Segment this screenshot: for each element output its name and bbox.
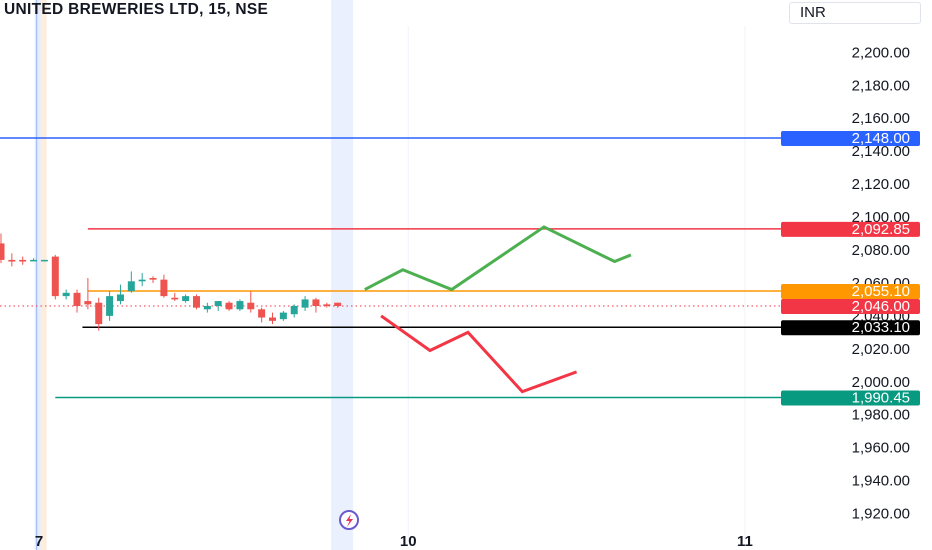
candle-body [182, 296, 190, 302]
price-tag [781, 131, 920, 146]
session-band [331, 0, 354, 550]
session-band [34, 0, 41, 550]
time-axis: 7 10 11 [35, 533, 753, 550]
price-tag-label: 1,990.45 [852, 389, 910, 406]
price-tag-label: 2,055.10 [852, 283, 910, 300]
candle-body [290, 306, 298, 315]
y-tick-label: 1,940.00 [852, 473, 910, 490]
candle-body [236, 301, 244, 310]
x-tick-label: 11 [737, 533, 753, 550]
price-tag-label: 2,148.00 [852, 130, 910, 147]
y-tick-label: 2,160.00 [852, 110, 910, 127]
candle-body [51, 256, 59, 297]
candle-body [171, 297, 179, 300]
chart-title: UNITED BREWERIES LTD, 15, NSE [4, 1, 269, 18]
y-tick-label: 1,980.00 [852, 407, 910, 424]
y-tick-label: 2,100.00 [852, 209, 910, 226]
x-tick-label: 10 [400, 533, 417, 550]
candle-body [106, 296, 114, 316]
price-tag [781, 390, 920, 406]
y-tick-label: 2,140.00 [852, 143, 910, 160]
candle-body [0, 243, 5, 260]
y-tick-label: 2,120.00 [852, 176, 910, 193]
candle-body [160, 279, 168, 297]
x-tick-label: 7 [35, 533, 43, 550]
grid [38, 26, 746, 542]
y-tick-label: 2,200.00 [852, 44, 910, 61]
projection-bearish [380, 314, 578, 394]
y-tick-label: 1,960.00 [852, 440, 910, 457]
y-tick-label: 2,000.00 [852, 374, 910, 391]
price-tag [781, 221, 920, 237]
price-tag [781, 284, 920, 300]
candle-body [192, 296, 200, 308]
candle-body [334, 302, 342, 306]
candle-body [323, 304, 331, 306]
candle-body [269, 317, 276, 321]
candle-body [116, 294, 124, 302]
projection-paths [364, 225, 632, 394]
candle-body [225, 302, 233, 310]
candle-body [279, 312, 287, 320]
candles [0, 233, 342, 331]
price-tag [781, 299, 920, 314]
candle-body [95, 302, 103, 325]
candle-body [203, 306, 211, 310]
candle-body [312, 299, 320, 306]
candle-body [62, 292, 70, 297]
candle-body [149, 278, 157, 280]
projection-bullish [364, 225, 632, 292]
y-tick-label: 2,180.00 [852, 77, 910, 94]
candle-body [127, 281, 135, 292]
session-highlights [34, 0, 354, 550]
currency-selector[interactable]: INR [789, 2, 921, 24]
y-tick-label: 2,020.00 [852, 341, 910, 358]
price-tag [781, 320, 920, 336]
candle-body [214, 301, 222, 306]
session-band [40, 0, 47, 550]
candle-body [301, 299, 309, 308]
candle-body [258, 309, 266, 318]
candle-body [73, 292, 81, 306]
price-tag-label: 2,092.85 [852, 221, 910, 238]
y-tick-label: 2,080.00 [852, 242, 910, 259]
lightning-icon[interactable] [339, 510, 359, 530]
candle-body [8, 259, 16, 262]
candle-body [247, 302, 255, 310]
candle-body [84, 301, 92, 305]
price-tags: 2,148.00 2,092.85 2,055.102,046.00 2,033.10… [781, 130, 920, 406]
y-tick-label: 1,920.00 [852, 506, 910, 523]
candle-body [30, 259, 38, 262]
horizontal-levels [0, 137, 782, 399]
candle-body [19, 259, 27, 262]
price-tag-label: 2,033.10 [852, 319, 910, 336]
candle-body [40, 259, 48, 262]
candle-body [138, 279, 146, 282]
price-tag-label: 2,046.00 [852, 298, 910, 315]
